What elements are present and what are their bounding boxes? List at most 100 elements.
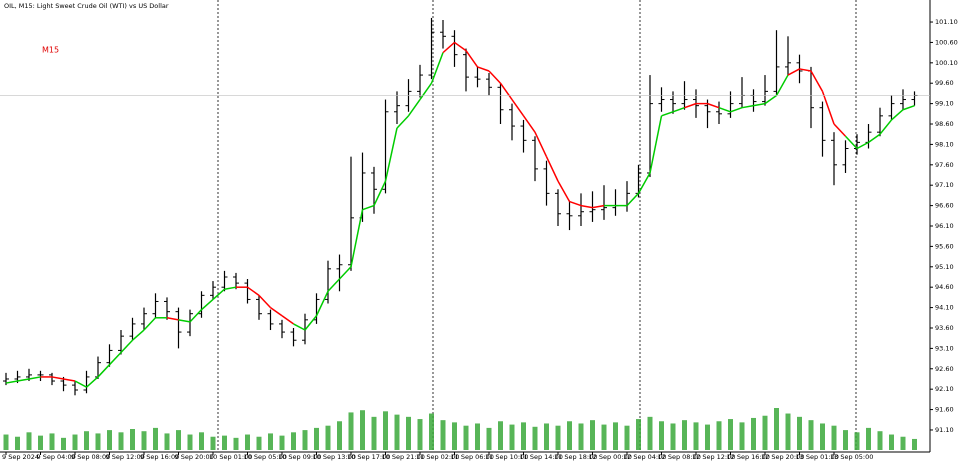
x-tick-label: 9 Sep 16:00 [140, 453, 179, 461]
volume-bar [843, 430, 848, 450]
x-tick-label: 12 Sep 04:00 [623, 453, 666, 461]
signal-segment [28, 376, 41, 380]
y-tick-label: 97.60 [935, 161, 954, 169]
signal-segment [649, 115, 663, 174]
x-tick-label: 9 Sep 12:00 [106, 453, 145, 461]
signal-segment [51, 376, 64, 380]
volume-bar [728, 419, 733, 450]
volume-bar [797, 416, 802, 450]
signal-segment [97, 364, 111, 378]
volume-bar [716, 421, 722, 450]
x-tick-label: 11 Sep 06:00 [451, 453, 494, 461]
signal-segment [166, 317, 179, 321]
y-tick-label: 91.60 [935, 406, 954, 414]
y-tick-label: 92.60 [935, 365, 954, 373]
signal-segment [810, 70, 824, 92]
volume-bar [682, 420, 687, 450]
signal-segment [775, 74, 789, 96]
signal-segment [902, 104, 915, 111]
volume-bar [279, 435, 285, 450]
volume-bar [636, 419, 641, 450]
volume-bar [521, 422, 526, 450]
volume-bar [762, 415, 768, 450]
signal-segment [488, 70, 502, 84]
signal-segment [212, 288, 225, 300]
signal-segment [454, 41, 467, 52]
y-tick-label: 97.10 [935, 181, 954, 189]
x-tick-label: 10 Sep 01:00 [209, 453, 252, 461]
signal-segment [661, 111, 674, 117]
signal-segment [338, 266, 352, 280]
signal-segment [730, 106, 743, 113]
volume-bar [302, 430, 308, 450]
volume-bar [118, 432, 124, 450]
volume-bar [291, 432, 296, 450]
volume-bar [590, 420, 595, 450]
y-tick-label: 100.10 [935, 59, 958, 67]
y-tick-label: 100.60 [935, 38, 958, 46]
signal-segment [833, 123, 847, 137]
x-tick-label: 12 Sep 08:00 [658, 453, 701, 461]
signal-segment [430, 52, 444, 84]
signal-segment [753, 102, 766, 107]
x-tick-label: 9 Sep 2024 [2, 453, 39, 461]
volume-bar [256, 436, 262, 450]
volume-bar [72, 434, 78, 450]
volume-bar [486, 427, 492, 450]
volume-bar [831, 425, 837, 450]
signal-segment [592, 204, 605, 209]
signal-segment [189, 309, 203, 323]
signal-segment [178, 319, 191, 323]
volume-bar [176, 430, 181, 450]
signal-segment [879, 119, 893, 135]
x-tick-label: 11 Sep 18:00 [554, 453, 597, 461]
volume-bar [199, 432, 204, 450]
signal-segment [821, 91, 835, 125]
volume-bar [3, 434, 9, 450]
signal-segment [201, 298, 214, 311]
signal-segment [258, 294, 272, 309]
volume-bar [498, 421, 503, 450]
x-tick-label: 10 Sep 17:00 [347, 453, 390, 461]
volume-bar [187, 434, 193, 450]
signal-segment [637, 172, 651, 194]
signal-segment [787, 68, 800, 76]
volume-bar [624, 425, 630, 450]
signal-segment [442, 41, 455, 54]
signal-segment [120, 339, 134, 353]
signal-segment [384, 127, 398, 182]
volume-bar [15, 436, 20, 450]
x-tick-label: 9 Sep 04:00 [37, 453, 76, 461]
volume-bar [659, 421, 664, 450]
signal-segment [626, 192, 640, 207]
volume-bar [751, 417, 756, 450]
volume-bar [544, 423, 549, 450]
signal-segment [74, 380, 87, 388]
signal-segment [247, 286, 260, 296]
volume-bar [532, 426, 538, 450]
volume-bar [578, 423, 584, 450]
y-tick-label: 96.10 [935, 222, 954, 230]
x-tick-label: 10 Sep 05:00 [244, 453, 287, 461]
volume-bar [567, 421, 572, 450]
signal-segment [108, 351, 122, 366]
signal-segment [86, 376, 99, 388]
volume-bar [647, 416, 653, 450]
volume-bar [601, 424, 607, 450]
signal-segment [545, 156, 559, 182]
volume-bar [452, 422, 457, 450]
signal-segment [373, 180, 387, 206]
y-tick-label: 91.10 [935, 426, 954, 434]
signal-segment [293, 323, 306, 331]
volume-bar [360, 410, 365, 450]
signal-segment [327, 278, 341, 292]
x-tick-label: 12 Sep 12:00 [692, 453, 735, 461]
volume-bar [774, 408, 779, 450]
y-tick-label: 98.60 [935, 120, 954, 128]
signal-segment [224, 286, 237, 290]
x-tick-label: 9 Sep 20:00 [175, 453, 214, 461]
signal-segment [718, 106, 731, 113]
x-tick-label: 9 Sep 08:00 [71, 453, 110, 461]
signal-segment [350, 209, 364, 267]
